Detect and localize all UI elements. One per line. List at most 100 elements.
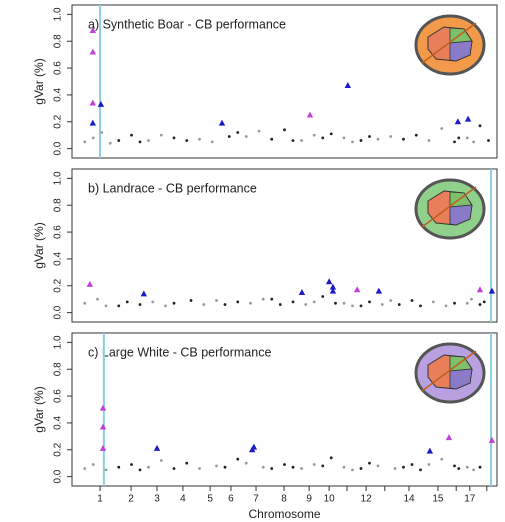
triangle-point (89, 99, 97, 106)
snp-point (270, 297, 274, 301)
snp-point (397, 303, 401, 306)
icon-line (421, 186, 477, 228)
x-tick-label: 3 (154, 494, 160, 505)
snp-point (83, 301, 87, 305)
breed-icon (414, 342, 486, 404)
y-tick-label: 0.4 (53, 416, 64, 430)
x-tick-label: 12 (361, 494, 373, 505)
triangle-point (476, 286, 484, 293)
snp-point (198, 467, 201, 470)
snp-point (257, 129, 261, 133)
triangle-point (99, 423, 107, 430)
snp-point (125, 300, 129, 304)
snp-point (185, 461, 189, 465)
snp-point (342, 136, 346, 140)
y-tick-label: 0.8 (53, 362, 64, 376)
y-tick-label: 0.4 (53, 88, 64, 102)
x-tick-label: 5 (207, 494, 213, 505)
snp-point (351, 468, 354, 472)
y-tick-label: 0.6 (53, 61, 64, 75)
x-axis-label: Chromosome (248, 507, 320, 521)
snp-point (202, 303, 206, 306)
snp-point (402, 137, 405, 141)
snp-point (270, 467, 274, 470)
snp-point (100, 131, 104, 134)
snp-point (91, 136, 95, 140)
snp-point (172, 136, 176, 140)
triangle-point (218, 119, 226, 126)
snp-point (487, 139, 490, 142)
x-tick-label: 4 (180, 494, 186, 505)
snp-point (159, 133, 163, 137)
snp-point (419, 468, 422, 472)
y-tick-label: 0.6 (53, 225, 64, 239)
snp-point (410, 463, 414, 466)
y-tick-label: 0.2 (53, 114, 64, 128)
x-tick-label: 1 (97, 494, 103, 505)
snp-point (457, 136, 461, 140)
snp-point (227, 135, 231, 138)
snp-point (223, 465, 227, 469)
breed-icon (414, 178, 486, 240)
snp-point (427, 139, 431, 142)
snp-point (117, 465, 121, 469)
triangle-point (250, 443, 258, 450)
snp-point (236, 300, 240, 304)
icon-quarter (449, 204, 473, 226)
snp-point (440, 457, 444, 461)
snp-point (223, 303, 227, 306)
snp-point (465, 136, 469, 140)
snp-point (185, 139, 189, 142)
snp-point (329, 456, 333, 460)
snp-point (270, 137, 274, 141)
y-tick-label: 0.2 (53, 278, 64, 292)
snp-point (368, 135, 371, 138)
triangle-point (329, 287, 337, 294)
snp-point (117, 139, 121, 142)
snp-point (457, 467, 461, 470)
triangle-point (140, 290, 148, 297)
snp-point (159, 459, 163, 462)
triangle-point (464, 115, 472, 122)
y-tick-label: 0.6 (53, 389, 64, 403)
snp-point (83, 467, 87, 470)
snp-point (283, 128, 286, 132)
snp-point (472, 468, 476, 472)
snp-point (414, 133, 418, 137)
snp-point (368, 461, 371, 465)
y-axis-label: gVar (%) (32, 222, 46, 268)
snp-point (453, 464, 456, 468)
snp-point (91, 463, 95, 466)
snp-point (482, 300, 486, 304)
snp-point (138, 303, 142, 306)
snp-point (130, 463, 133, 466)
snp-point (147, 139, 150, 142)
panel-title: c) Large White - CB performance (88, 345, 271, 359)
x-tick-label: 17 (464, 494, 476, 505)
snp-point (198, 137, 201, 141)
snp-point (96, 297, 99, 301)
panel-frame (71, 4, 498, 159)
snp-point (376, 464, 380, 468)
snp-point (164, 304, 167, 308)
snp-point (410, 299, 414, 302)
snp-point (402, 465, 405, 469)
snp-point (83, 140, 87, 144)
triangle-point (329, 283, 337, 290)
snp-point (427, 463, 431, 466)
snp-point (108, 141, 112, 145)
icon-line (421, 350, 477, 392)
x-tick-label: 9 (306, 494, 312, 505)
x-tick-label: 15 (432, 494, 444, 505)
y-tick-label: 0.8 (53, 34, 64, 48)
snp-point (431, 300, 435, 304)
snp-point (215, 464, 218, 468)
triangle-point (306, 111, 314, 118)
snp-point (359, 467, 363, 470)
triangle-point (298, 288, 306, 295)
snp-point (453, 301, 456, 305)
snp-point (104, 304, 108, 308)
snp-point (334, 301, 337, 305)
triangle-point (488, 287, 496, 294)
triangle-point (488, 436, 496, 443)
